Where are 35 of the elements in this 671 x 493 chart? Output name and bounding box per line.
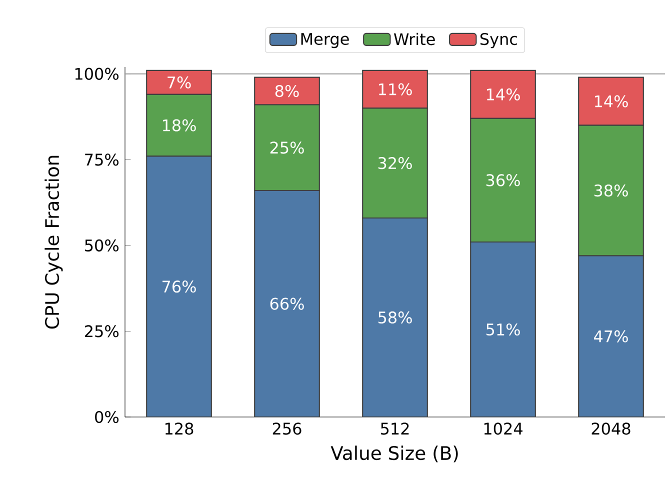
data-label: 76% [162,280,196,293]
data-label: 25% [270,142,304,154]
x-tick-label: 1024 [484,422,522,435]
bar [254,190,320,417]
bar [146,156,212,417]
legend-label: Sync [480,32,517,48]
bar [578,255,644,417]
data-label: 11% [378,83,412,96]
x-tick-label: 256 [272,422,302,435]
data-label: 47% [594,330,628,342]
y-tick-label: 50% [85,239,119,252]
data-label: 66% [270,298,304,310]
y-tick-label: 100% [75,68,119,80]
data-label: 36% [486,174,520,186]
data-label: 8% [275,84,299,98]
x-axis-title: Value Size (B) [330,446,458,462]
x-tick-label: 2048 [592,422,630,435]
data-label: 7% [168,76,191,88]
data-label: 51% [486,323,520,336]
bar [362,217,428,417]
y-tick-label: 25% [85,325,119,338]
bar [470,241,536,417]
x-tick-label: 128 [165,422,194,435]
data-label: 18% [162,119,196,132]
data-label: 14% [594,95,628,108]
y-tick-label: 0% [95,410,119,424]
data-label: 58% [378,311,412,324]
x-tick-label: 512 [380,422,409,435]
data-label: 38% [594,184,628,197]
y-axis-title: CPU Cycle Fraction [44,156,63,329]
y-tick-label: 75% [85,154,119,166]
data-label: 32% [378,157,412,170]
data-label: 14% [486,88,520,101]
legend-label: Merge [301,33,349,48]
legend-label: Write [394,32,435,46]
